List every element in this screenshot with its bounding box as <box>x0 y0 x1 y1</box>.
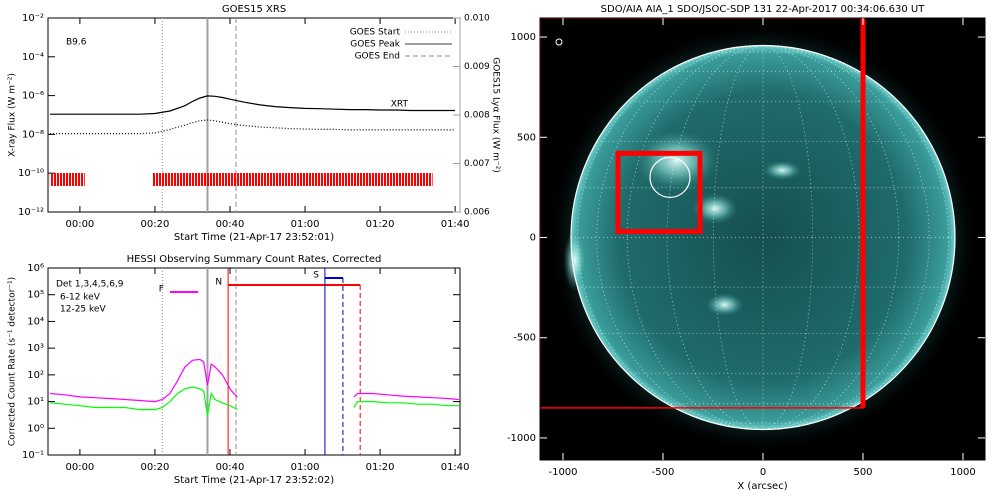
x-tick-label: 01:20 <box>366 219 395 230</box>
xrt-interval <box>152 173 433 186</box>
x-tick-label: 0 <box>760 467 766 478</box>
y-tick-label: 10¹ <box>27 397 44 408</box>
legend-label: RHESSI contours <box>565 49 640 59</box>
solar-limb <box>570 44 956 431</box>
y2-tick-label: 0.007 <box>464 159 490 169</box>
y-tick-label: 10⁴ <box>27 316 44 327</box>
y-tick-label: 10⁻¹ <box>22 450 44 461</box>
chart-title: GOES15 XRS <box>222 4 286 15</box>
y-tick-label: -500 <box>513 333 536 344</box>
x-tick-label: 500 <box>853 467 872 478</box>
x-tick-label: 01:20 <box>366 462 395 473</box>
plot-frame <box>47 267 461 456</box>
legend-symbol <box>555 38 563 46</box>
x-tick-label: -500 <box>652 467 675 478</box>
flare-class: B9.6 <box>66 38 87 48</box>
x-tick-label: 01:40 <box>441 219 470 230</box>
grid-meridian <box>712 45 814 430</box>
series-line <box>49 119 456 135</box>
legend-label: GOES End <box>355 52 400 62</box>
y-tick-label: 10⁵ <box>27 290 44 301</box>
bright-region <box>691 193 739 225</box>
x-tick-label: 00:40 <box>216 219 245 230</box>
xrt-interval <box>49 173 85 186</box>
y-tick-label: 10⁻⁸ <box>22 129 44 140</box>
y-tick-label: 10⁰ <box>27 423 44 434</box>
x-tick-label: 00:20 <box>141 462 170 473</box>
target-box <box>615 150 703 234</box>
y2-tick-label: 0.009 <box>464 62 490 72</box>
y2-tick-label: 0.008 <box>464 111 490 121</box>
y-tick-label: 10⁻¹² <box>18 207 44 218</box>
y-tick-label: 10⁻² <box>22 13 44 24</box>
y-tick-label: 10⁻⁴ <box>22 52 44 63</box>
flare-location <box>649 156 691 198</box>
bright-region <box>705 293 744 317</box>
y2-tick-label: 0.006 <box>464 208 490 218</box>
y-axis-title: X-ray Flux (W m⁻²) <box>8 73 18 157</box>
y-tick-label: 10⁻⁶ <box>22 91 44 102</box>
y-tick-label: -1000 <box>507 433 536 444</box>
x-tick-label: 01:00 <box>291 219 320 230</box>
flag-label: S <box>313 271 319 281</box>
y-tick-label: 10³ <box>27 343 44 354</box>
x-tick-label: -1000 <box>548 467 577 478</box>
x-tick-label: 1000 <box>950 467 975 478</box>
legend-label: GOES Start <box>350 28 401 38</box>
y-tick-label: 0 <box>530 232 536 243</box>
xrt-fov-label: XRT FOV <box>550 421 589 431</box>
x-tick-label: 00:00 <box>65 462 94 473</box>
x-axis-title: Start Time (21-Apr-17 23:52:01) <box>174 232 334 243</box>
x-tick-label: 00:00 <box>65 219 94 230</box>
bright-region <box>634 129 719 192</box>
y2-axis-title: GOES15 Lyα Flux (W m⁻²) <box>491 57 501 173</box>
bright-region <box>763 160 802 180</box>
series-line <box>49 386 459 416</box>
y-tick-label: 10⁻¹⁰ <box>18 168 44 179</box>
x-axis-title: X (arcsec) <box>737 481 787 492</box>
x-tick-label: 01:40 <box>441 462 470 473</box>
x-tick-label: 01:00 <box>291 462 320 473</box>
y-tick-label: 500 <box>517 132 536 143</box>
legend-label: AIA flare location <box>565 38 642 48</box>
bright-region <box>563 229 587 292</box>
flag-label: N <box>215 278 222 288</box>
flag-label: F <box>159 285 164 295</box>
x-tick-label: 00:20 <box>141 219 170 230</box>
grid-meridian <box>626 45 900 430</box>
series-line <box>49 358 459 403</box>
legend-label: GOES Peak <box>350 40 400 50</box>
y-axis-title: Corrected Count Rate (s⁻¹ detector⁻¹) <box>8 277 18 446</box>
x-axis-title: Start Time (21-Apr-17 23:52:02) <box>174 475 334 486</box>
y2-tick-label: 0.010 <box>464 14 490 24</box>
series-line <box>49 95 456 115</box>
y-tick-label: 10⁶ <box>27 263 44 274</box>
legend-label: 12-25 keV <box>60 305 106 315</box>
chart-title: SDO/AIA AIA_1 SDO/JSOC-SDP 131 22-Apr-20… <box>601 4 926 15</box>
legend-title: Det 1,3,4,5,6,9 <box>56 280 124 290</box>
chart-title: HESSI Observing Summary Count Rates, Cor… <box>127 254 382 265</box>
y-tick-label: 1000 <box>511 32 536 43</box>
x-tick-label: 00:40 <box>216 462 245 473</box>
y-tick-label: 10² <box>27 370 44 381</box>
xrt-label: XRT <box>391 100 409 110</box>
legend-label: 6-12 keV <box>60 293 101 303</box>
